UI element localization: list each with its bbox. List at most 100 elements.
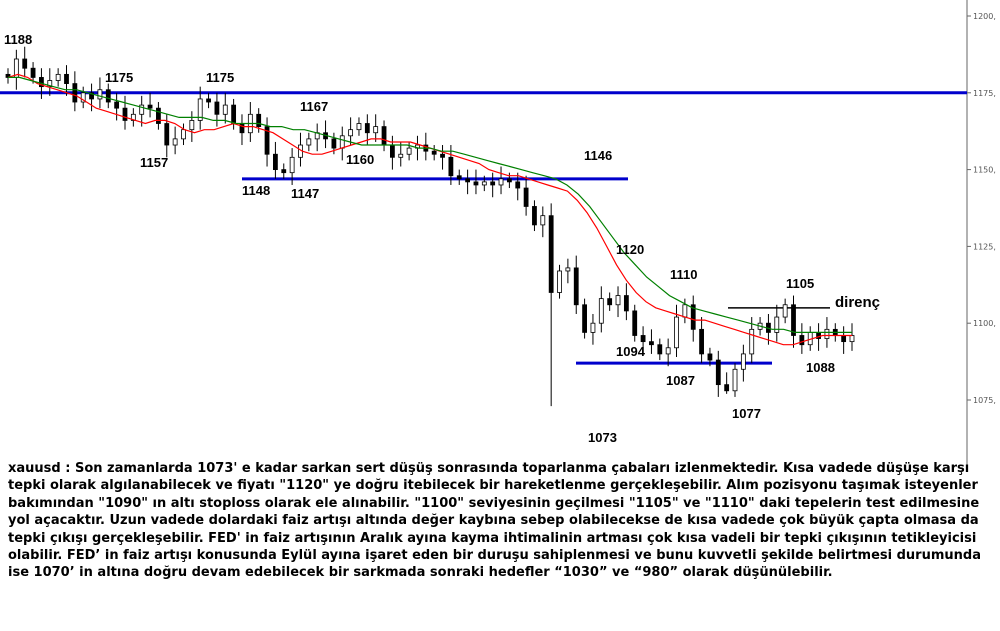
candle-body <box>515 181 521 189</box>
price-label: 1148 <box>242 183 270 198</box>
y-tick-label: 1075, <box>973 396 996 405</box>
candle-body <box>55 73 61 81</box>
candle-body <box>406 147 412 155</box>
candle-body <box>281 169 287 174</box>
candle-body <box>598 298 604 324</box>
price-label: 1073 <box>588 430 617 445</box>
candle-body <box>256 113 262 127</box>
candle-body <box>356 123 362 131</box>
candle-body <box>448 156 454 177</box>
candle-body <box>105 89 111 103</box>
candle-body <box>699 328 704 355</box>
candle-body <box>465 178 471 183</box>
candle-body <box>206 98 211 103</box>
candle-body <box>749 328 755 355</box>
candle-body <box>381 126 387 146</box>
price-label: 1094 <box>616 344 646 359</box>
candle-body <box>222 104 228 115</box>
candle-body <box>89 92 94 100</box>
candle-body <box>841 335 847 343</box>
candle-body <box>690 304 696 330</box>
candle-body <box>782 304 788 318</box>
price-label: 1077 <box>732 406 761 421</box>
price-chart: 1075, 1100, 1125, 1150, 1175, 1200, 1188 1175 1… <box>0 0 996 468</box>
price-label: 1175 <box>105 70 133 85</box>
candle-body <box>573 267 579 306</box>
candle-body <box>139 104 145 115</box>
price-label: 1110 <box>670 267 698 282</box>
price-label: 1087 <box>666 373 695 388</box>
candle-body <box>440 153 445 158</box>
candle-body <box>80 92 86 103</box>
price-label: 1175 <box>206 70 234 85</box>
y-ticks: 1075, 1100, 1125, 1150, 1175, 1200, <box>967 12 996 405</box>
candle-body <box>306 138 312 146</box>
y-tick-label: 1100, <box>973 319 996 328</box>
candle-body <box>473 181 479 186</box>
candle-body <box>231 104 237 124</box>
candle-body <box>565 267 571 272</box>
candle-body <box>607 298 613 306</box>
candle-body <box>72 83 78 103</box>
price-label: 1157 <box>140 155 168 170</box>
y-tick-label: 1200, <box>973 12 996 21</box>
candle-body <box>532 206 537 226</box>
candle-body <box>640 335 646 343</box>
candle-body <box>774 316 780 333</box>
candle-body <box>682 304 688 318</box>
support-resistance-levels <box>0 91 967 365</box>
candle-body <box>331 138 337 149</box>
candle-body <box>740 353 746 370</box>
commentary-text: xauusd : Son zamanlarda 1073' e kadar sa… <box>8 461 981 581</box>
candle-body <box>47 80 53 88</box>
candle-body <box>156 107 161 124</box>
candle-body <box>214 101 220 115</box>
price-label: 1120 <box>616 242 644 257</box>
candles <box>5 46 855 407</box>
price-label: 1147 <box>291 186 319 201</box>
candle-body <box>707 353 713 361</box>
candle-body <box>273 153 278 171</box>
candle-body <box>181 129 186 140</box>
candle-body <box>239 123 245 134</box>
candle-body <box>172 138 178 146</box>
candle-body <box>64 73 69 84</box>
candle-body <box>39 77 44 88</box>
price-label: 1105 <box>786 276 814 291</box>
candle-body <box>490 181 496 186</box>
candle-body <box>189 120 195 131</box>
candle-body <box>649 341 654 346</box>
candle-body <box>506 178 512 183</box>
candle-body <box>481 181 487 186</box>
ma-slow-line <box>8 76 852 333</box>
candle-body <box>289 156 295 174</box>
y-tick-label: 1150, <box>973 166 996 175</box>
candle-body <box>557 270 562 293</box>
candle-body <box>164 123 170 146</box>
candle-body <box>715 359 721 386</box>
candle-body <box>540 215 546 226</box>
candle-body <box>30 67 36 78</box>
candle-body <box>147 104 153 109</box>
candle-body <box>114 101 120 109</box>
candle-body <box>197 98 203 121</box>
moving-averages <box>7 73 852 346</box>
price-label: 1160 <box>346 152 374 167</box>
candle-body <box>389 144 395 158</box>
candle-body <box>431 150 437 155</box>
candle-body <box>674 316 679 349</box>
candle-body <box>632 310 638 336</box>
price-label: 1146 <box>584 148 612 163</box>
candle-body <box>130 113 136 121</box>
price-label: 1167 <box>300 99 328 114</box>
candle-body <box>398 153 404 158</box>
candle-body <box>582 304 587 333</box>
candle-body <box>523 187 529 207</box>
candle-body <box>732 368 738 392</box>
candle-body <box>456 175 462 180</box>
price-annotations: 1188 1175 1175 1157 1167 1160 1148 1147 1146 1120… <box>4 32 880 445</box>
candle-body <box>791 304 796 336</box>
resistance-label: direnç <box>835 294 880 311</box>
y-tick-label: 1125, <box>973 242 996 251</box>
